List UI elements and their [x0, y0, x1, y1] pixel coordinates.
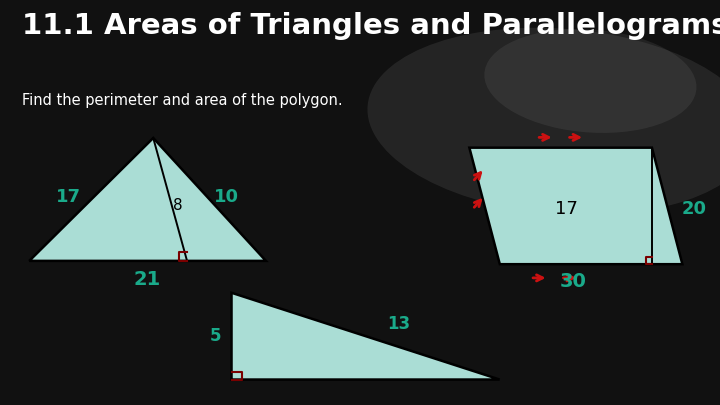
Text: 17: 17	[555, 200, 578, 218]
Polygon shape	[469, 148, 683, 264]
Text: Find the perimeter and area of the polygon.: Find the perimeter and area of the polyg…	[22, 93, 342, 108]
Polygon shape	[232, 293, 500, 379]
Text: 5: 5	[210, 327, 222, 345]
Ellipse shape	[367, 28, 720, 215]
Text: 8: 8	[174, 198, 183, 213]
Text: 13: 13	[387, 315, 410, 333]
Text: 20: 20	[682, 200, 707, 218]
Text: 10: 10	[214, 188, 239, 206]
Text: 21: 21	[134, 270, 161, 289]
Text: 11.1 Areas of Triangles and Parallelograms: 11.1 Areas of Triangles and Parallelogra…	[22, 12, 720, 40]
Text: 17: 17	[56, 188, 81, 206]
Text: 30: 30	[559, 272, 586, 291]
Ellipse shape	[485, 29, 696, 133]
Polygon shape	[30, 138, 266, 261]
